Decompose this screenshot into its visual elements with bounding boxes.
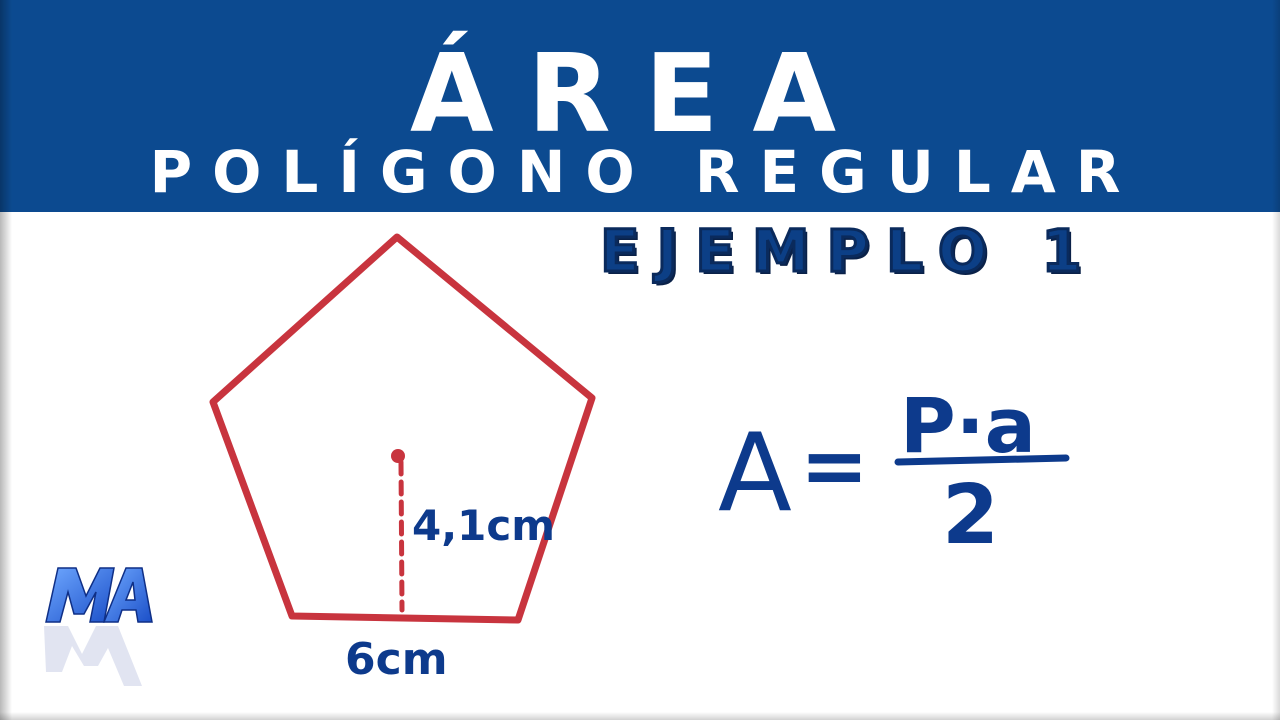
left-edge-shadow <box>0 0 12 720</box>
formula-denominator: 2 <box>942 468 999 563</box>
fraction-bar <box>894 454 1070 466</box>
right-edge-shadow <box>1272 0 1280 720</box>
formula-area-symbol: A <box>718 411 792 536</box>
center-point <box>391 449 405 463</box>
pentagon-shape <box>209 233 596 624</box>
formula-numerator: P·a <box>900 381 1036 470</box>
apothem-line <box>398 459 405 613</box>
logo-text: MA <box>38 562 40 563</box>
ma-logo: MA <box>38 562 153 686</box>
side-label: 6cm <box>345 634 448 685</box>
page-subtitle: POLÍGONO REGULAR <box>149 138 1141 206</box>
page-title: ÁREA <box>409 32 871 157</box>
title-banner <box>0 0 1280 212</box>
bottom-edge-shadow <box>0 712 1280 720</box>
example-label: EJEMPLO 1 <box>599 217 1099 286</box>
formula-equals: = <box>800 419 869 514</box>
apothem-label: 4,1cm <box>412 501 555 550</box>
